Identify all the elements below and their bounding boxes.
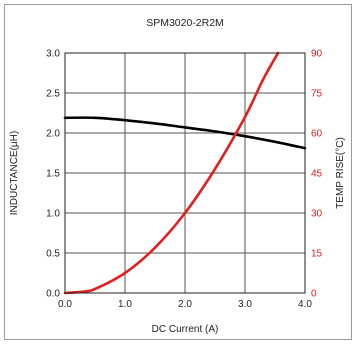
y-tick-label-right: 15: [311, 249, 323, 260]
series-layer: [63, 51, 307, 295]
x-tick-label: 3.0: [238, 299, 252, 310]
y-tick-label-right: 0: [311, 289, 317, 300]
y-axis-right-label: TEMP RISE(°C): [335, 137, 346, 209]
y-tick-label-left: 2.0: [46, 129, 60, 140]
y-axis-left-label: INDUCTANCE(μH): [9, 131, 20, 215]
grid: [65, 53, 305, 293]
y-tick-label-right: 60: [311, 129, 323, 140]
y-tick-label-right: 45: [311, 169, 323, 180]
y-tick-label-left: 0.5: [46, 249, 60, 260]
inductance-line: [63, 116, 307, 150]
temp-rise-line: [63, 51, 280, 295]
y-tick-label-right: 30: [311, 209, 323, 220]
y-tick-label-left: 1.5: [46, 169, 60, 180]
chart-frame: [4, 4, 352, 340]
x-tick-label: 2.0: [178, 299, 192, 310]
x-tick-label: 1.0: [118, 299, 132, 310]
y-tick-label-left: 1.0: [46, 209, 60, 220]
x-tick-label: 0.0: [58, 299, 72, 310]
plot-border: [64, 52, 306, 294]
chart-title: SPM3020-2R2M: [146, 17, 224, 29]
y-tick-label-left: 3.0: [46, 49, 60, 60]
y-tick-label-left: 0.0: [46, 289, 60, 300]
ticks: 0.0 1.0 2.0 3.0 4.0 0.0 0 0.5 15 1.0 30 1.5 45 2.0 60 2…: [46, 49, 322, 311]
y-tick-label-right: 75: [311, 89, 323, 100]
y-tick-label-left: 2.5: [46, 89, 60, 100]
x-tick-label: 4.0: [298, 299, 312, 310]
x-axis-label: DC Current (A): [152, 324, 219, 335]
y-tick-label-right: 90: [311, 49, 323, 60]
